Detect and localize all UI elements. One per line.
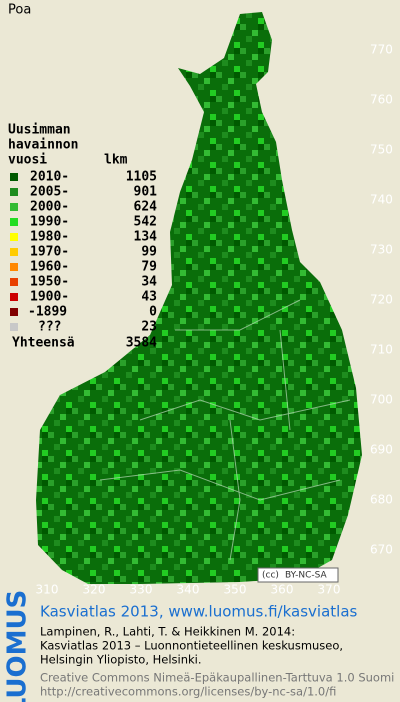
cc-symbol: (cc) (262, 571, 279, 581)
legend-count: 901 (134, 185, 158, 200)
legend-swatch (10, 293, 18, 301)
legend-swatch (10, 203, 18, 211)
grid-labels: 770 760 750 740 730 720 710 700 690 680 670 310 320 3… (36, 43, 393, 597)
brand: LUOMUS (3, 590, 33, 702)
legend-heading: vuosi (8, 153, 47, 168)
y-grid-label: 760 (370, 93, 393, 107)
legend-swatch (10, 263, 18, 271)
legend-swatch (10, 233, 18, 241)
y-grid-label: 700 (370, 393, 393, 407)
legend-count: 542 (134, 215, 157, 230)
citation-line: Helsingin Yliopisto, Helsinki. (40, 653, 202, 667)
legend-count-heading: lkm (104, 153, 128, 168)
legend-count: 624 (134, 200, 158, 215)
citation-line: Lampinen, R., Lahti, T. & Heikkinen M. 2… (40, 625, 295, 639)
legend-swatch (10, 248, 18, 256)
x-grid-label: 350 (224, 583, 247, 597)
legend-heading: Uusimman (8, 123, 71, 138)
legend-count: 79 (141, 260, 157, 275)
y-grid-label: 740 (370, 193, 393, 207)
x-grid-label: 330 (130, 583, 153, 597)
legend-label: 1970- (30, 245, 69, 260)
legend-swatch (10, 308, 18, 316)
legend-swatch (10, 218, 18, 226)
legend-count: 1105 (126, 170, 157, 185)
legend-count: 43 (141, 290, 157, 305)
legend-label: 2010- (30, 170, 69, 185)
legend-label: 2000- (30, 200, 69, 215)
y-grid-label: 770 (370, 43, 393, 57)
legend-swatch (10, 323, 18, 331)
legend-label: ??? (38, 320, 61, 335)
legend-label: 1980- (30, 230, 69, 245)
species-title: Poa (8, 3, 31, 18)
y-grid-label: 670 (370, 543, 393, 557)
province-borders (99, 299, 351, 561)
y-grid-label: 690 (370, 443, 393, 457)
legend-total-label: Yhteensä (12, 336, 75, 351)
license-line: http://creativecommons.org/licenses/by-n… (40, 685, 336, 699)
footer-heading: Kasviatlas 2013, www.luomus.fi/kasviatla… (40, 603, 358, 621)
legend-label: 1990- (30, 215, 69, 230)
map-area (36, 12, 362, 584)
license-line: Creative Commons Nimeä-Epäkaupallinen-Ta… (40, 671, 394, 685)
legend-swatch (10, 188, 18, 196)
legend-swatch (10, 278, 18, 286)
legend-total: 3584 (126, 336, 157, 351)
x-grid-label: 320 (83, 583, 106, 597)
x-grid-label: 360 (271, 583, 294, 597)
legend-label: 2005- (30, 185, 69, 200)
x-grid-label: 310 (36, 583, 59, 597)
y-grid-label: 680 (370, 493, 393, 507)
citation-line: Kasviatlas 2013 – Luonnontieteellinen ke… (40, 639, 343, 653)
license-badge-box (257, 567, 339, 583)
legend-label: -1899 (28, 305, 67, 320)
y-grid-label: 730 (370, 243, 393, 257)
footer: Lampinen, R., Lahti, T. & Heikkinen M. 2… (40, 625, 394, 699)
legend-count: 99 (141, 245, 157, 260)
legend-count: 34 (141, 275, 157, 290)
legend-label: 1960- (30, 260, 69, 275)
x-grid-label: 370 (318, 583, 341, 597)
y-grid-label: 750 (370, 143, 393, 157)
legend-count: 0 (149, 305, 157, 320)
legend-swatch (10, 173, 18, 181)
license-badge: BY-NC-SA (285, 571, 328, 581)
x-grid-label: 340 (177, 583, 200, 597)
legend-count: 23 (141, 320, 157, 335)
legend-label: 1900- (30, 290, 69, 305)
y-grid-label: 710 (370, 343, 393, 357)
y-grid-label: 720 (370, 293, 393, 307)
legend-label: 1950- (30, 275, 69, 290)
legend-count: 134 (134, 230, 158, 245)
legend-heading: havainnon (8, 138, 78, 153)
